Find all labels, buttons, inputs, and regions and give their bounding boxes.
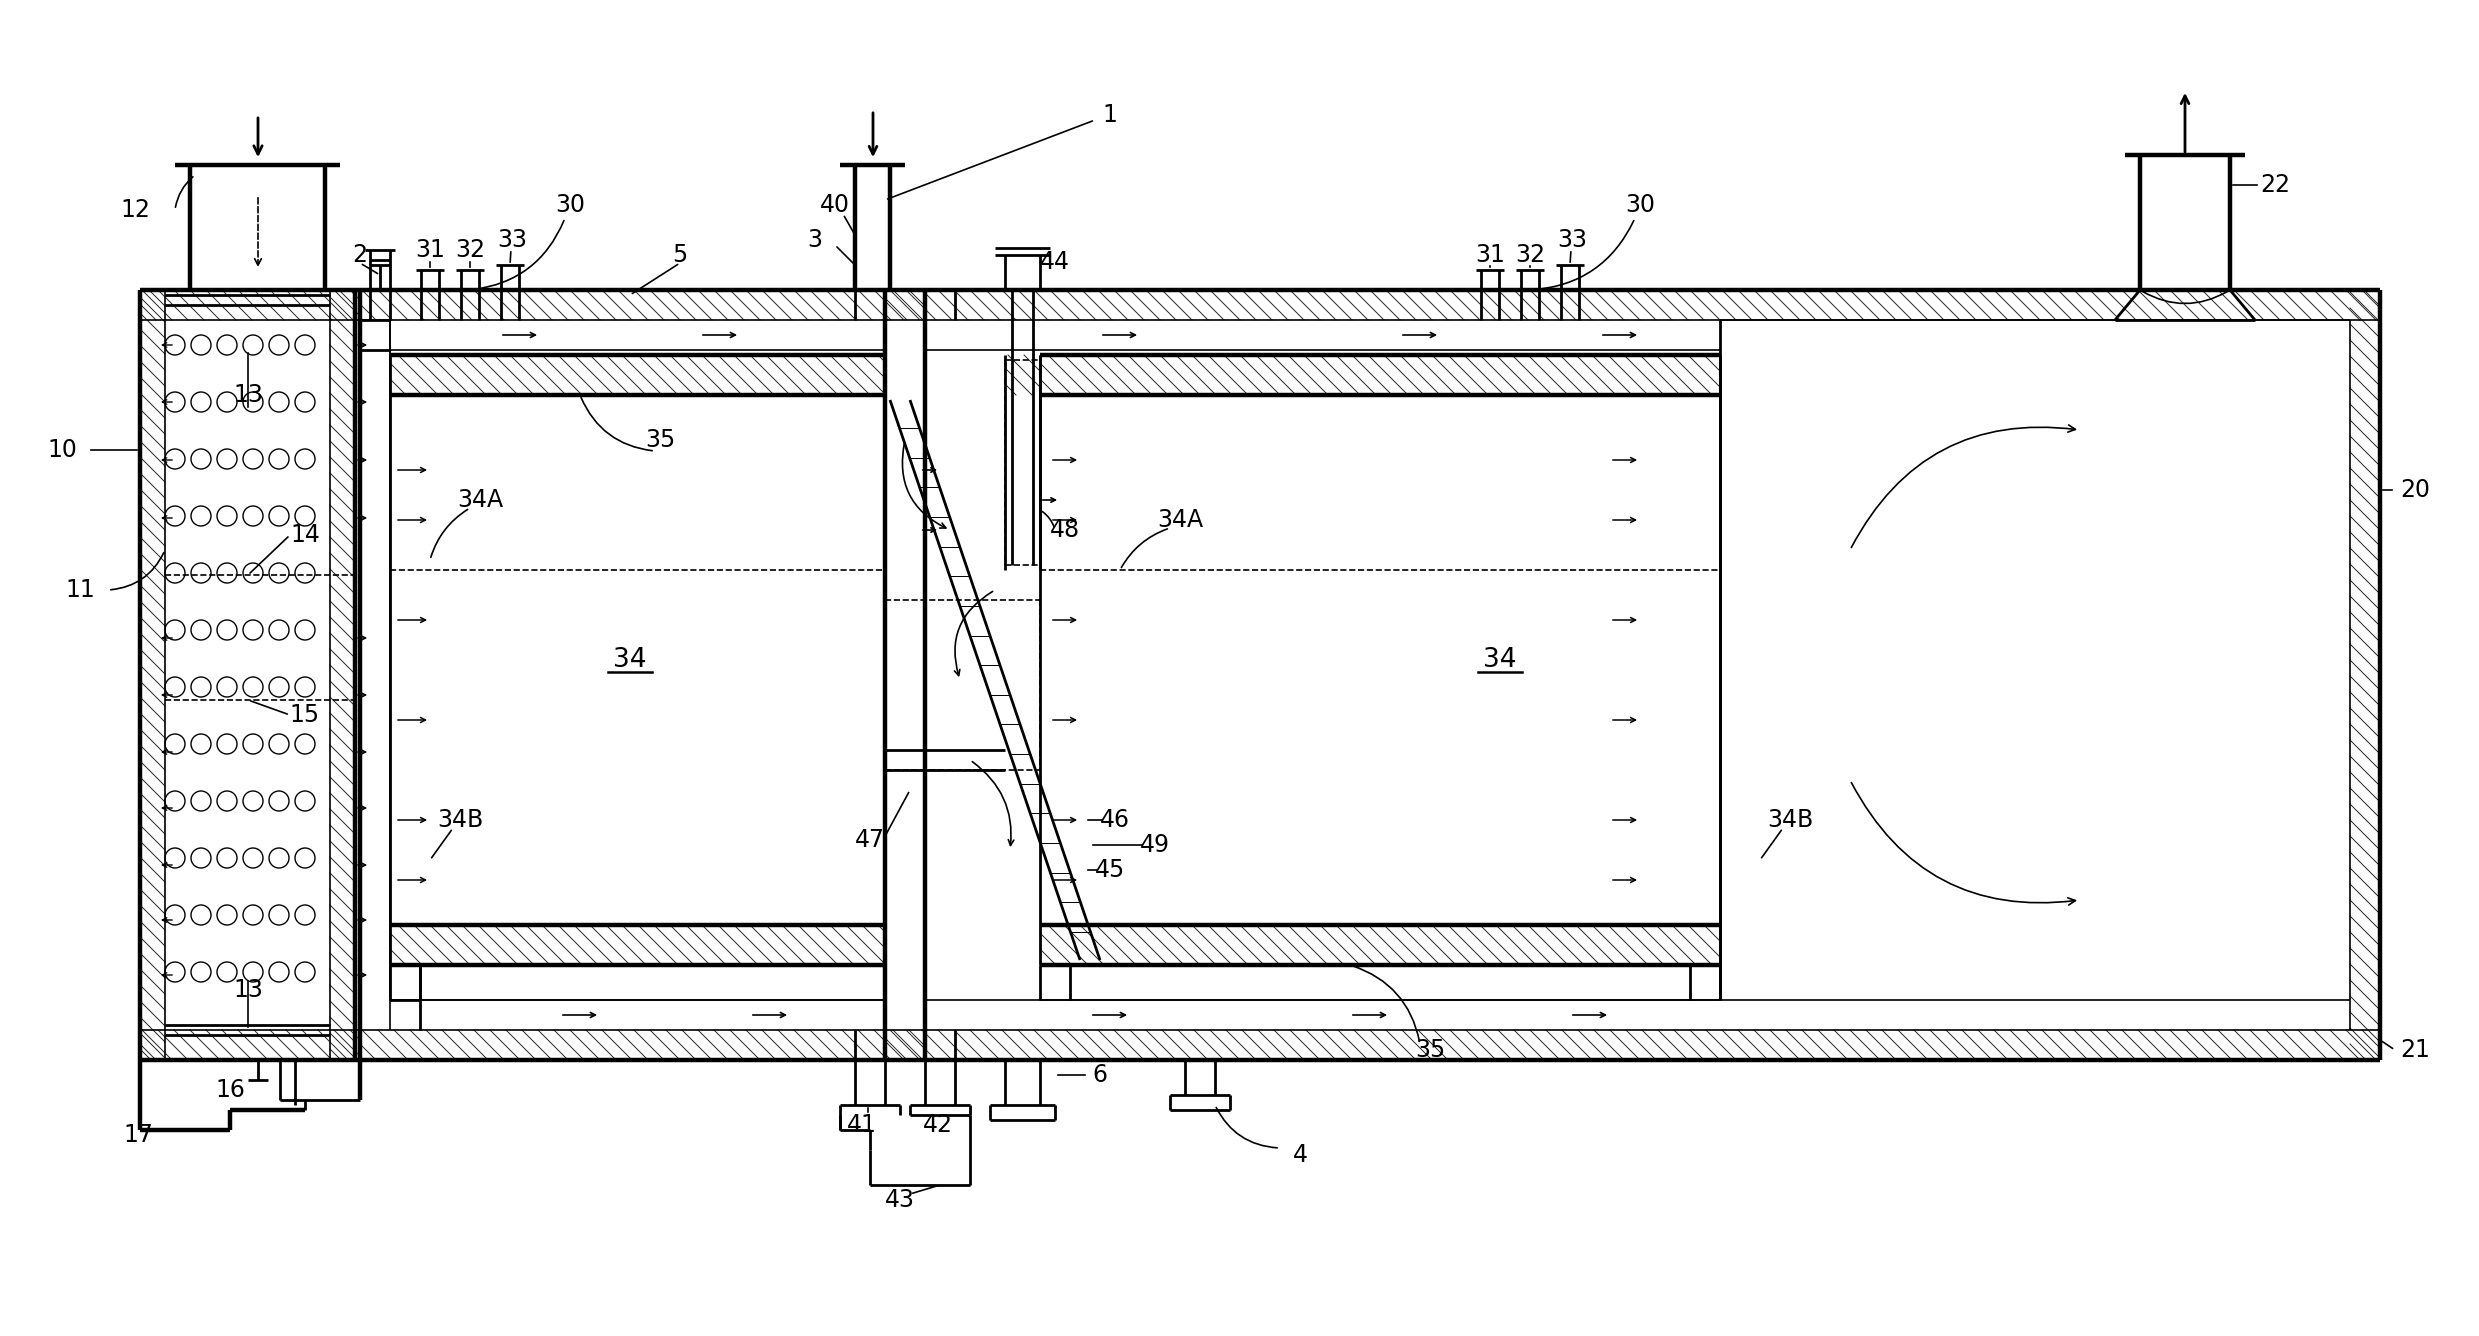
Text: 16: 16 [216, 1078, 245, 1102]
Text: 13: 13 [233, 978, 263, 1002]
Text: 34: 34 [1482, 647, 1517, 673]
Text: 48: 48 [1051, 518, 1081, 542]
Text: 33: 33 [1557, 228, 1587, 253]
Text: 49: 49 [1140, 834, 1170, 856]
Text: 46: 46 [1101, 808, 1130, 832]
Text: 31: 31 [1475, 243, 1505, 267]
Text: 34B: 34B [1768, 808, 1812, 832]
Text: 32: 32 [1515, 243, 1544, 267]
Text: 1: 1 [1103, 103, 1118, 127]
Text: 34: 34 [612, 647, 647, 673]
Text: 20: 20 [2400, 478, 2429, 502]
Text: 34B: 34B [436, 808, 483, 832]
Text: 4: 4 [1292, 1144, 1306, 1168]
Text: 34A: 34A [456, 488, 503, 512]
Text: 2: 2 [352, 243, 367, 267]
Text: 32: 32 [456, 238, 486, 262]
Text: 33: 33 [496, 228, 528, 253]
Text: 21: 21 [2400, 1038, 2429, 1062]
Text: 42: 42 [922, 1113, 952, 1137]
Text: 13: 13 [233, 383, 263, 407]
Text: 10: 10 [47, 438, 77, 462]
Text: 35: 35 [1416, 1038, 1445, 1062]
Text: 11: 11 [64, 578, 94, 603]
Text: 22: 22 [2261, 172, 2291, 196]
Text: 30: 30 [555, 192, 585, 216]
Text: 3: 3 [808, 228, 823, 253]
Text: 41: 41 [848, 1113, 878, 1137]
Text: 40: 40 [821, 192, 850, 216]
Text: 5: 5 [672, 243, 687, 267]
Text: 43: 43 [885, 1188, 915, 1212]
Text: 44: 44 [1041, 250, 1071, 274]
Text: 45: 45 [1096, 858, 1125, 882]
Text: 17: 17 [124, 1124, 154, 1148]
Text: 15: 15 [290, 703, 320, 727]
Text: 31: 31 [414, 238, 444, 262]
Text: 6: 6 [1093, 1063, 1108, 1088]
Text: 47: 47 [855, 828, 885, 852]
Text: 14: 14 [290, 522, 320, 546]
Text: 12: 12 [119, 198, 149, 222]
Text: 34A: 34A [1158, 508, 1202, 532]
Text: 35: 35 [645, 428, 674, 452]
Text: 30: 30 [1626, 192, 1656, 216]
